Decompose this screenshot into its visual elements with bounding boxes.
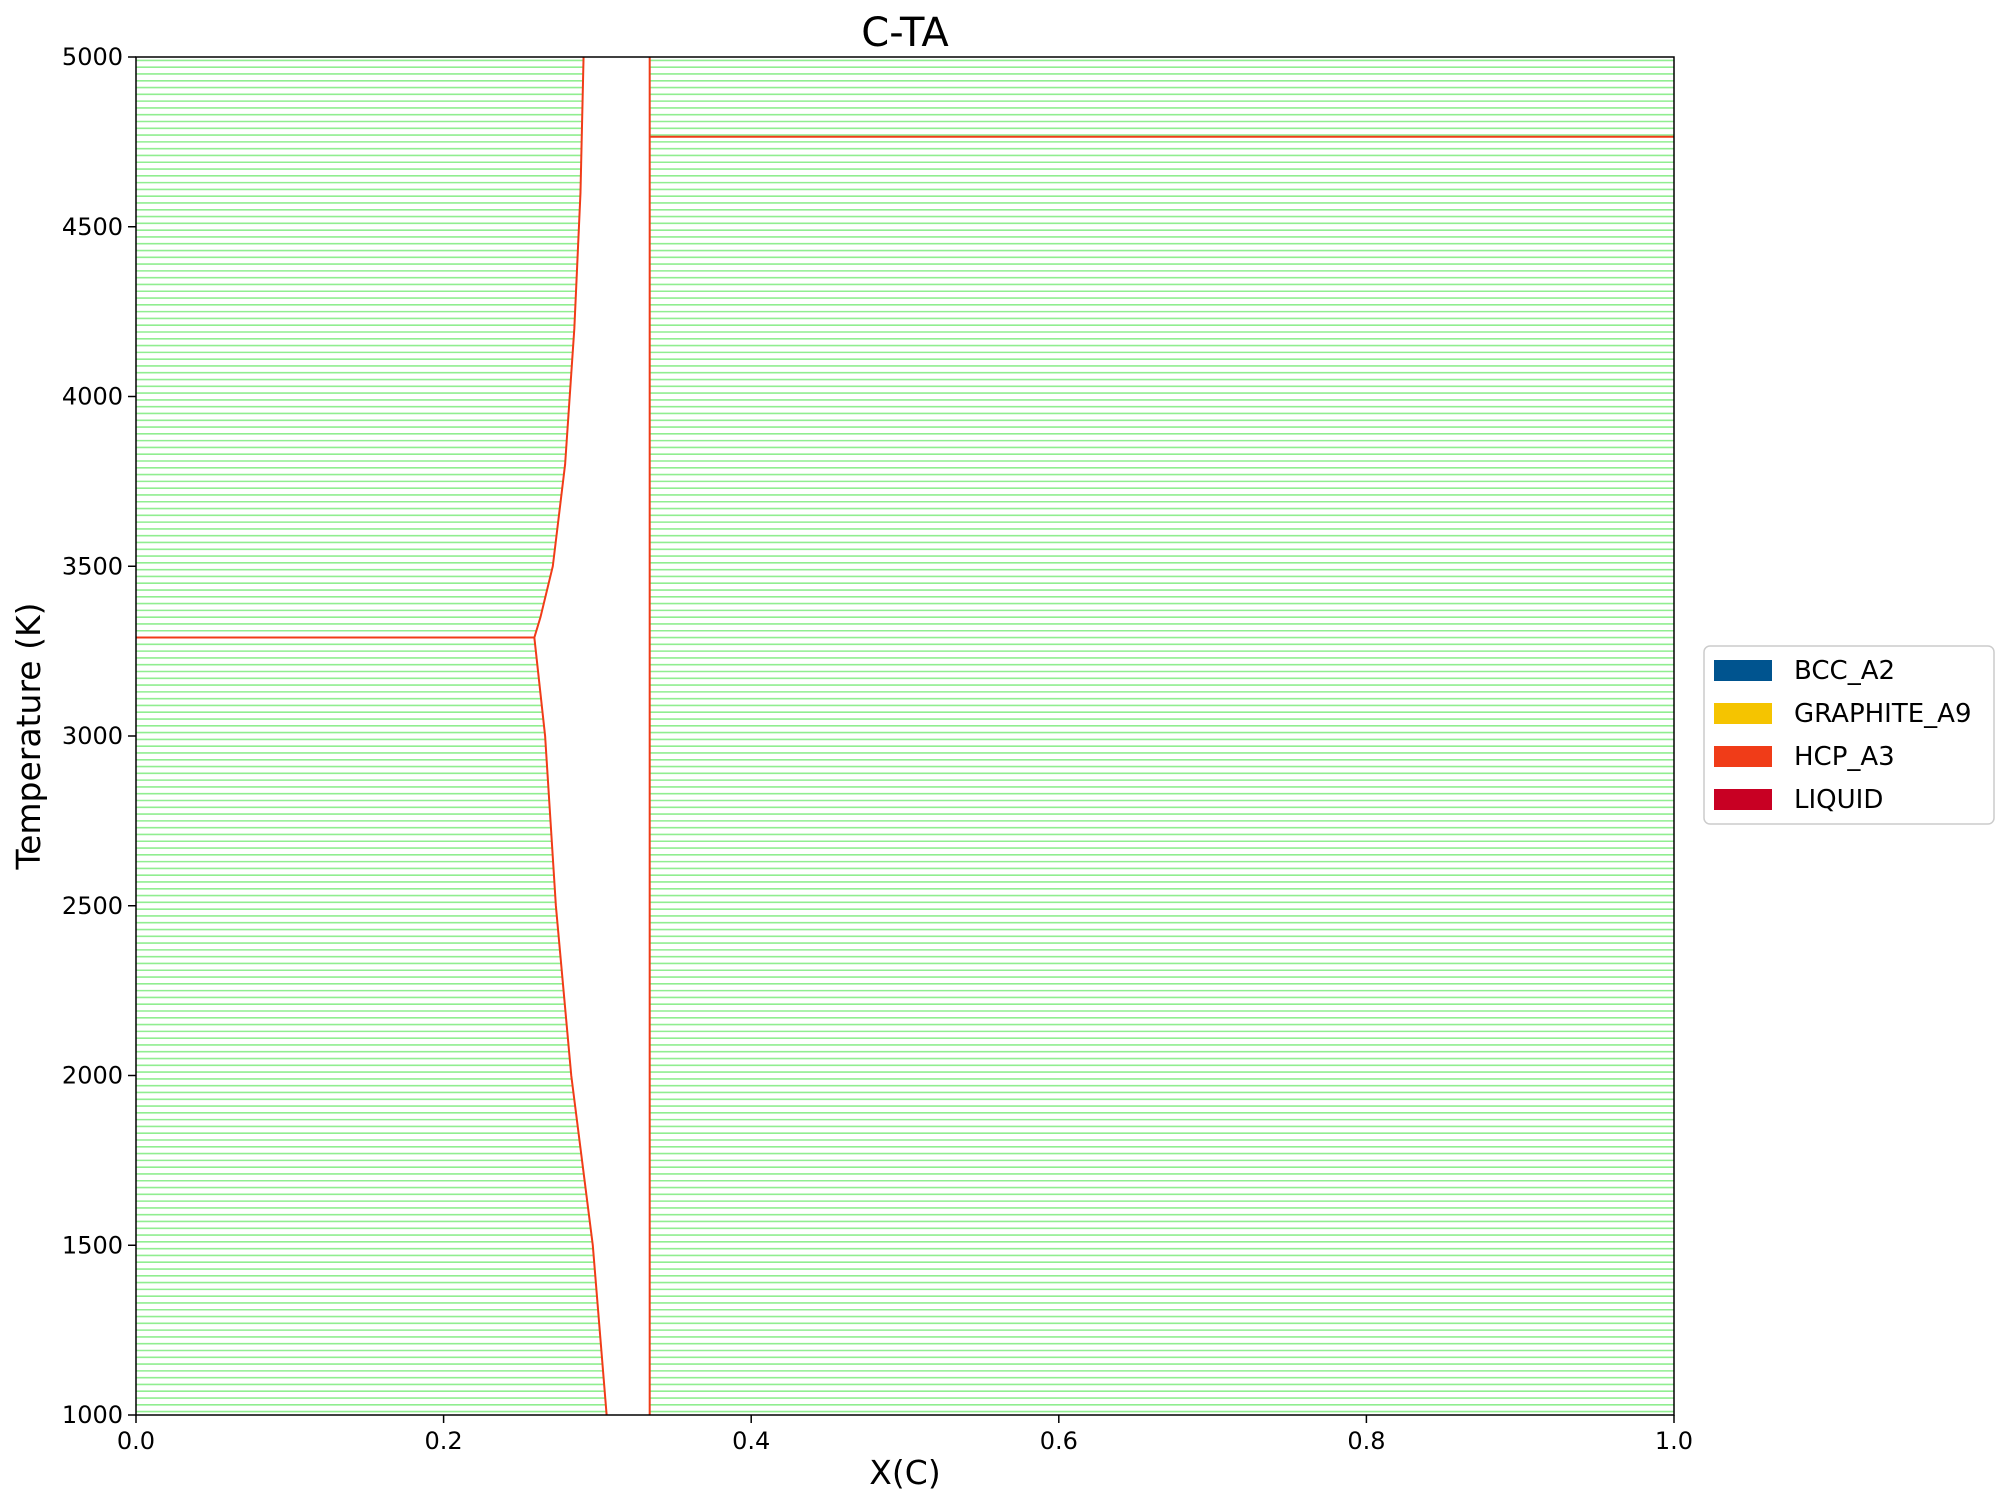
y-tick-label: 3000	[62, 722, 123, 750]
chart-title: C-TA	[861, 10, 949, 56]
y-tick-label: 4500	[62, 213, 123, 241]
legend-swatch	[1714, 703, 1772, 724]
plot-frame	[135, 56, 1675, 1416]
y-tick-label: 1000	[62, 1401, 123, 1429]
x-tick-label: 0.8	[1347, 1427, 1385, 1455]
phase-boundaries-group	[136, 56, 1674, 1416]
legend-label: HCP_A3	[1794, 742, 1895, 772]
y-tick-label: 2500	[62, 892, 123, 920]
legend-box	[1703, 645, 1995, 825]
y-tick-label: 1500	[62, 1231, 123, 1259]
phase-boundary-left-right	[533, 56, 608, 1416]
y-axis-title: Temperature (K)	[9, 603, 48, 871]
legend-label: LIQUID	[1794, 785, 1883, 815]
legend-label: BCC_A2	[1794, 656, 1895, 686]
tielines-group	[136, 59, 1674, 1413]
x-tick-label: 0.0	[117, 1427, 155, 1455]
legend-swatch	[1714, 746, 1772, 767]
y-tick-label: 2000	[62, 1062, 123, 1090]
y-tick-label: 4000	[62, 383, 123, 411]
y-tick-label: 5000	[62, 43, 123, 71]
x-tick-label: 0.2	[425, 1427, 463, 1455]
x-tick-label: 1.0	[1655, 1427, 1693, 1455]
x-axis-title: X(C)	[869, 1453, 940, 1492]
legend-swatch	[1714, 660, 1772, 681]
x-tick-label: 0.6	[1040, 1427, 1078, 1455]
legend: BCC_A2 GRAPHITE_A9 HCP_A3 LIQUID	[1703, 645, 1995, 825]
x-tick-label: 0.4	[732, 1427, 770, 1455]
x-axis-ticks: 0.0 0.2 0.4 0.6 0.8 1.0	[117, 1415, 1693, 1455]
legend-swatch	[1714, 789, 1772, 810]
y-tick-label: 3500	[62, 552, 123, 580]
y-axis-ticks: 1000 1500 2000 2500 3000 3500 4000 4500 5000	[62, 43, 136, 1429]
legend-label: GRAPHITE_A9	[1794, 699, 1971, 729]
